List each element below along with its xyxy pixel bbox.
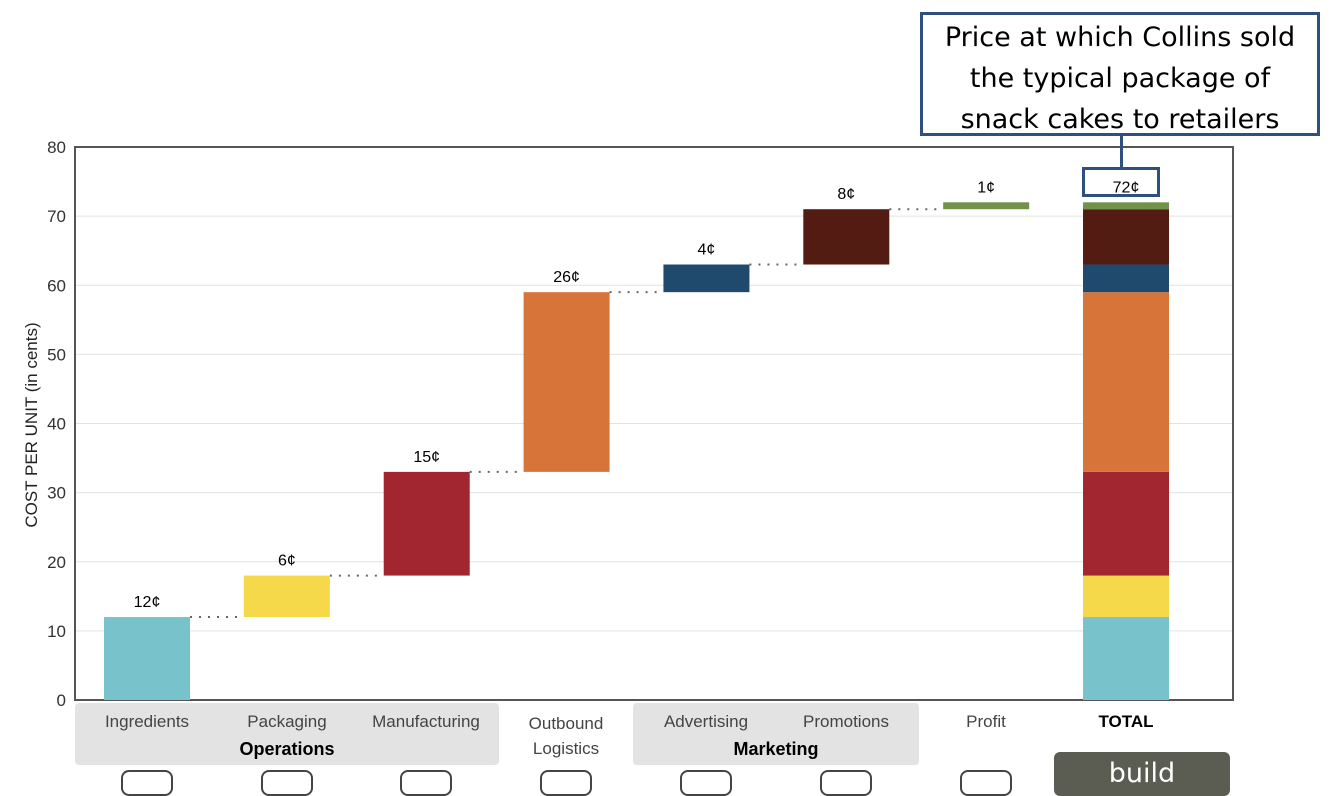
data-label-1: 6¢ [278,553,296,570]
total-segment-3 [1083,292,1170,472]
toggle-promotions[interactable] [820,770,872,796]
bar-6 [943,202,1030,210]
y-axis-ticks: 0 10 20 30 40 50 60 70 80 [47,138,66,710]
bar-2 [383,471,470,576]
bar-1 [243,575,330,618]
y-tick-60: 60 [47,276,66,295]
toggle-advertising[interactable] [680,770,732,796]
toggle-ingredients[interactable] [121,770,173,796]
callout-line3: snack cakes to retailers [960,104,1280,135]
bars [104,202,1170,700]
total-segment-6 [1083,202,1170,210]
data-label-3: 26¢ [553,269,580,286]
build-button[interactable]: build [1054,752,1230,796]
total-segment-4 [1083,264,1170,293]
category-label-promotions: Promotions [803,712,889,731]
data-label-total: 72¢ [1113,179,1140,196]
outbound-line2: Logistics [532,739,600,758]
plot-frame [74,146,1234,701]
toggle-packaging[interactable] [261,770,313,796]
total-segment-0 [1083,617,1170,700]
toggle-profit[interactable] [960,770,1012,796]
data-labels: 12¢ 6¢ 15¢ 26¢ 4¢ 8¢ 1¢ 72¢ [134,179,1140,611]
data-label-0: 12¢ [134,594,161,611]
data-label-5: 8¢ [837,186,855,203]
category-label-total: TOTAL [1098,712,1154,731]
y-tick-50: 50 [47,345,66,364]
total-segment-5 [1083,209,1170,265]
callout-line2: the typical package of [969,63,1271,94]
y-tick-30: 30 [47,484,66,503]
total-segment-2 [1083,471,1170,576]
category-label-manufacturing: Manufacturing [372,712,480,731]
bar-5 [803,209,890,265]
bar-3 [523,292,610,472]
y-tick-0: 0 [57,691,66,710]
category-label-outbound-logistics: Outbound Logistics [501,711,631,761]
data-label-6: 1¢ [977,179,995,196]
data-label-2: 15¢ [413,449,440,466]
group-label-marketing: Marketing [733,739,819,759]
y-tick-80: 80 [47,138,66,157]
bar-0 [104,617,190,700]
outbound-line1: Outbound [528,714,604,733]
category-label-advertising: Advertising [663,712,749,731]
category-label-profit: Profit [966,712,1006,731]
category-label-packaging: Packaging [247,712,327,731]
operations-group-bg [75,703,499,765]
category-label-ingredients: Ingredients [104,712,190,731]
marketing-group-bg [633,703,919,765]
toggle-outbound-logistics[interactable] [540,770,592,796]
total-segment-1 [1083,575,1170,618]
y-tick-20: 20 [47,553,66,572]
bar-4 [663,264,750,293]
group-label-operations: Operations [239,739,335,759]
y-axis-label: COST PER UNIT (in cents) [22,322,41,527]
callout-connector [1120,136,1123,168]
callout-line1: Price at which Collins sold [944,22,1296,53]
data-label-4: 4¢ [698,242,716,259]
toggle-manufacturing[interactable] [400,770,452,796]
y-tick-10: 10 [47,622,66,641]
y-tick-70: 70 [47,207,66,226]
price-callout: Price at which Collins sold the typical … [920,12,1320,136]
total-highlight-box [1082,167,1160,197]
y-tick-40: 40 [47,415,66,434]
gridlines [75,215,1233,632]
